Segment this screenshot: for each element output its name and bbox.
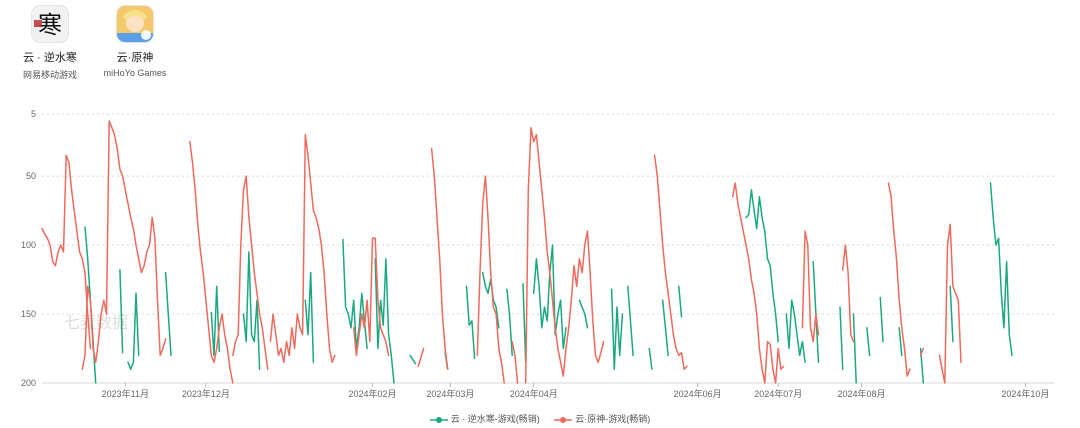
- series-2-line-segment: [801, 230, 820, 343]
- series-2-line-segment: [430, 147, 449, 370]
- series-1-line-segment: [879, 296, 884, 343]
- app-name: 云·原神: [116, 52, 154, 64]
- x-tick-label: 2023年12月: [182, 388, 230, 399]
- series-2-line-segment: [841, 244, 855, 343]
- series-1-line-segment: [839, 306, 844, 370]
- app-publisher: 网易移动游戏: [22, 70, 77, 80]
- series-1-line-segment: [304, 271, 315, 364]
- x-tick-label: 2024年04月: [510, 388, 558, 399]
- series-1-line-segment: [648, 347, 653, 370]
- series-1-line-segment: [661, 299, 669, 357]
- legend-marker-icon: [554, 416, 573, 423]
- series-2-line-segment: [81, 120, 167, 370]
- x-tick-label: 2024年06月: [674, 388, 722, 399]
- series-2-line-segment: [417, 347, 425, 368]
- series-2-line-segment: [41, 154, 92, 350]
- legend-item-genshin[interactable]: 云·原神-游戏(畅销): [554, 412, 650, 425]
- legend-label: 云 · 逆水寒-游戏(畅销): [450, 414, 540, 424]
- series-2-line-segment: [653, 154, 688, 370]
- series-1-line-segment: [342, 238, 368, 350]
- legend-marker-icon: [429, 416, 448, 423]
- series-1-line-segment: [866, 327, 871, 357]
- x-tick-label: 2023年11月: [102, 388, 149, 399]
- nishuihan-app-icon[interactable]: 寒: [32, 6, 68, 42]
- x-tick-label: 2024年08月: [838, 388, 886, 399]
- y-tick-label: 5: [31, 109, 36, 119]
- legend-label: 云·原神-游戏(畅销): [575, 414, 651, 424]
- series-2-line-segment: [476, 175, 505, 384]
- chart-legend: 云 · 逆水寒-游戏(畅销) 云·原神-游戏(畅销): [0, 412, 1080, 425]
- series-2-line-segment: [269, 133, 336, 364]
- series-1-line-segment: [127, 292, 140, 370]
- series-2-line-segment: [189, 140, 234, 384]
- series-2-line-segment: [887, 182, 911, 377]
- series-1-line-segment: [949, 285, 954, 343]
- series-1-line-segment: [522, 282, 527, 364]
- series-1-line-segment: [465, 285, 476, 359]
- series-1-line-segment: [374, 258, 395, 384]
- series-1-line-segment: [506, 288, 513, 357]
- series-2-line-segment: [352, 237, 390, 357]
- series-2-line-segment: [524, 127, 605, 384]
- series-2-line-segment: [511, 340, 519, 384]
- series-2-line-segment: [731, 182, 785, 384]
- series-1-line-segment: [989, 182, 1013, 357]
- series-2-line-segment: [938, 223, 962, 384]
- series-2-line-segment: [232, 175, 269, 370]
- series-1-line-segment: [898, 327, 903, 357]
- series-1-line-segment: [745, 189, 779, 343]
- y-tick-label: 200: [21, 378, 36, 388]
- series-1-line-segment: [812, 260, 820, 364]
- series-2-line-segment: [919, 347, 925, 357]
- series-1-line-segment: [627, 285, 634, 357]
- x-tick-label: 2024年07月: [754, 388, 802, 399]
- series-1-line-segment: [578, 299, 589, 329]
- series-1-line-segment: [164, 271, 172, 357]
- app-card-nishuihan[interactable]: 寒 云 · 逆水寒 网易移动游戏: [2, 6, 98, 81]
- series-1-line-segment: [678, 285, 683, 318]
- watermark: 七麦数据: [64, 313, 128, 332]
- ranking-line-chart: 5 50 100 150 200 2023年11月 2023年12月 2024年02月 2024…: [21, 109, 1055, 399]
- app-card-genshin[interactable]: 云·原神 miHoYo Games: [87, 6, 183, 78]
- legend-item-nishuihan[interactable]: 云 · 逆水寒-游戏(畅销): [429, 412, 540, 425]
- series-1-line-segment: [409, 354, 417, 365]
- y-tick-label: 100: [21, 240, 36, 250]
- y-tick-label: 50: [26, 171, 36, 181]
- x-tick-label: 2024年03月: [426, 388, 474, 399]
- series-1-line-segment: [242, 251, 261, 370]
- x-tick-label: 2024年02月: [348, 388, 396, 399]
- series-1-line-segment: [852, 313, 857, 384]
- genshin-app-icon[interactable]: [117, 6, 153, 42]
- y-tick-label: 150: [21, 309, 36, 319]
- app-name: 云 · 逆水寒: [23, 52, 77, 64]
- series-1-line-segment: [119, 269, 124, 354]
- series-1-line-segment: [532, 244, 567, 350]
- x-tick-label: 2024年10月: [1001, 388, 1049, 399]
- series-1-line-segment: [210, 285, 221, 357]
- series-1-line-segment: [610, 288, 624, 370]
- app-publisher: miHoYo Games: [103, 68, 167, 78]
- series-1-line-segment: [785, 299, 806, 364]
